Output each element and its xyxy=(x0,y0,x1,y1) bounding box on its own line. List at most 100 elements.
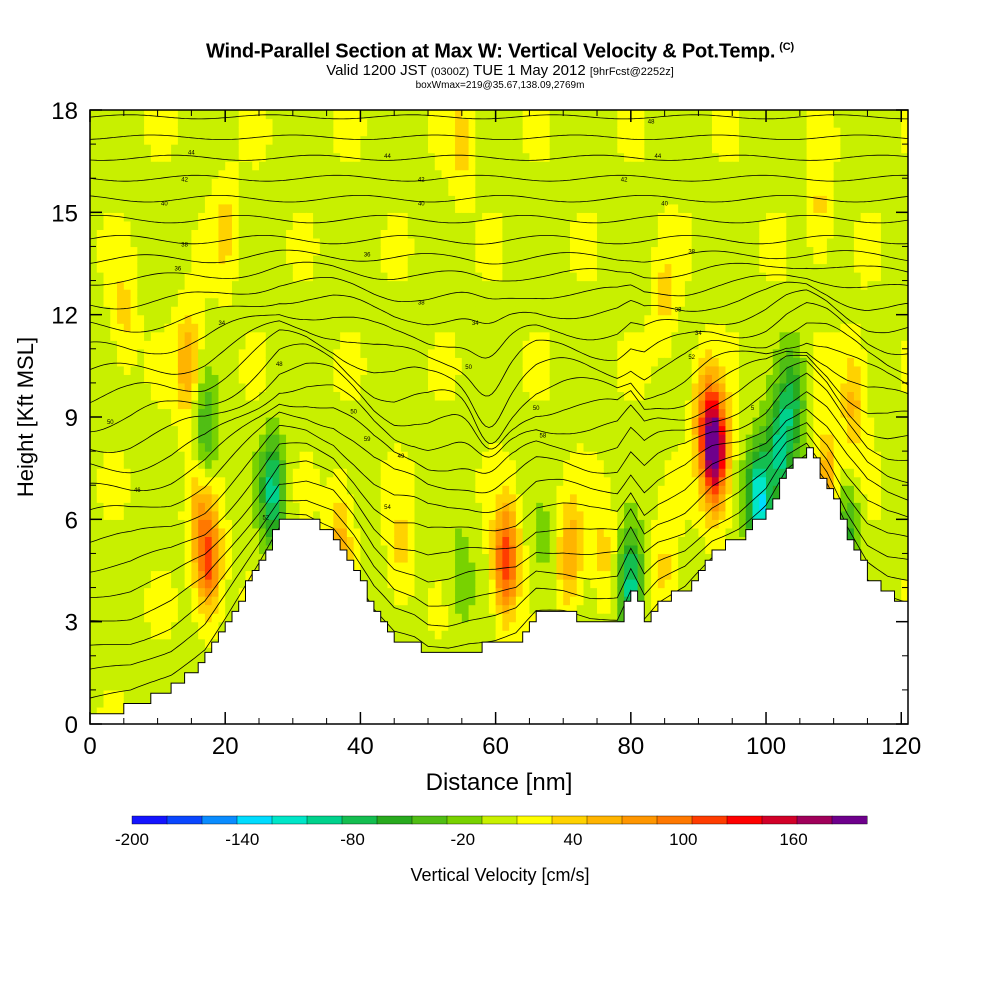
velocity-cell xyxy=(495,502,503,512)
velocity-cell xyxy=(326,357,334,367)
velocity-cell xyxy=(259,553,267,563)
velocity-cell xyxy=(461,502,470,512)
velocity-cell xyxy=(177,655,186,665)
velocity-cell xyxy=(515,357,524,367)
velocity-cell xyxy=(164,212,172,222)
velocity-cell xyxy=(468,340,476,350)
velocity-cell xyxy=(103,579,111,589)
velocity-cell xyxy=(130,212,138,222)
velocity-cell xyxy=(353,485,362,495)
velocity-cell xyxy=(414,630,422,640)
velocity-cell xyxy=(299,237,307,248)
velocity-cell xyxy=(157,144,165,154)
velocity-cell xyxy=(117,408,125,418)
velocity-cell xyxy=(110,229,118,239)
velocity-cell xyxy=(319,340,328,350)
velocity-cell xyxy=(265,468,274,478)
velocity-cell xyxy=(380,459,389,469)
velocity-cell xyxy=(414,561,422,572)
velocity-cell xyxy=(509,127,517,137)
velocity-cell xyxy=(421,348,429,358)
velocity-cell xyxy=(123,169,132,179)
velocity-cell xyxy=(184,306,192,316)
velocity-cell xyxy=(286,297,294,307)
velocity-cell xyxy=(117,434,125,444)
velocity-cell xyxy=(380,544,389,555)
velocity-cell xyxy=(461,127,470,137)
velocity-cell xyxy=(137,417,145,427)
velocity-cell xyxy=(198,144,206,154)
velocity-cell xyxy=(164,374,172,384)
velocity-cell xyxy=(509,451,517,461)
velocity-cell xyxy=(360,348,368,358)
velocity-cell xyxy=(137,647,145,657)
velocity-cell xyxy=(407,246,416,256)
velocity-cell xyxy=(292,118,301,128)
velocity-cell xyxy=(292,510,301,520)
velocity-cell xyxy=(380,519,389,529)
velocity-cell xyxy=(164,408,172,418)
velocity-cell xyxy=(198,263,206,273)
velocity-cell xyxy=(414,527,422,537)
velocity-cell xyxy=(542,348,551,358)
velocity-cell xyxy=(353,425,362,435)
velocity-cell xyxy=(387,485,395,495)
velocity-cell xyxy=(252,314,260,324)
velocity-cell xyxy=(231,399,240,410)
velocity-cell xyxy=(137,374,145,384)
velocity-cell xyxy=(272,220,280,230)
velocity-cell xyxy=(279,229,287,239)
velocity-cell xyxy=(231,493,240,503)
velocity-cell xyxy=(292,340,301,350)
velocity-cell xyxy=(286,272,294,282)
velocity-cell xyxy=(299,280,307,290)
velocity-cell xyxy=(536,118,544,128)
velocity-cell xyxy=(394,246,402,256)
velocity-cell xyxy=(434,203,443,213)
velocity-cell xyxy=(96,297,105,307)
velocity-cell xyxy=(313,417,321,427)
velocity-cell xyxy=(414,434,422,444)
velocity-cell xyxy=(184,178,192,188)
velocity-cell xyxy=(96,655,105,665)
velocity-cell xyxy=(495,374,503,384)
velocity-cell xyxy=(157,365,165,375)
velocity-cell xyxy=(340,348,348,358)
velocity-cell xyxy=(488,178,497,188)
velocity-cell xyxy=(434,178,443,188)
velocity-cell xyxy=(286,485,294,495)
velocity-cell xyxy=(373,306,382,316)
velocity-cell xyxy=(421,195,429,205)
velocity-cell xyxy=(150,485,159,495)
velocity-cell xyxy=(144,672,152,682)
velocity-cell xyxy=(421,570,429,580)
velocity-cell xyxy=(90,698,98,708)
velocity-cell xyxy=(495,195,503,205)
velocity-cell xyxy=(319,203,328,213)
velocity-cell xyxy=(421,468,429,478)
velocity-cell xyxy=(191,417,199,427)
velocity-cell xyxy=(123,118,132,128)
velocity-cell xyxy=(245,510,253,520)
velocity-cell xyxy=(204,306,213,316)
velocity-cell xyxy=(137,689,145,700)
velocity-cell xyxy=(380,161,389,171)
velocity-cell xyxy=(414,246,422,256)
velocity-cell xyxy=(198,348,206,358)
velocity-cell xyxy=(259,246,267,256)
velocity-cell xyxy=(488,459,497,469)
velocity-cell xyxy=(549,272,558,282)
velocity-cell xyxy=(407,365,416,375)
velocity-cell xyxy=(225,229,233,239)
velocity-cell xyxy=(380,314,389,324)
velocity-cell xyxy=(346,263,355,273)
velocity-cell xyxy=(238,502,247,512)
velocity-cell xyxy=(455,186,463,196)
velocity-cell xyxy=(130,297,138,307)
velocity-cell xyxy=(522,408,531,418)
velocity-cell xyxy=(225,357,233,367)
velocity-cell xyxy=(400,365,409,375)
velocity-cell xyxy=(468,110,476,120)
velocity-cell xyxy=(252,442,260,452)
velocity-cell xyxy=(117,502,125,512)
